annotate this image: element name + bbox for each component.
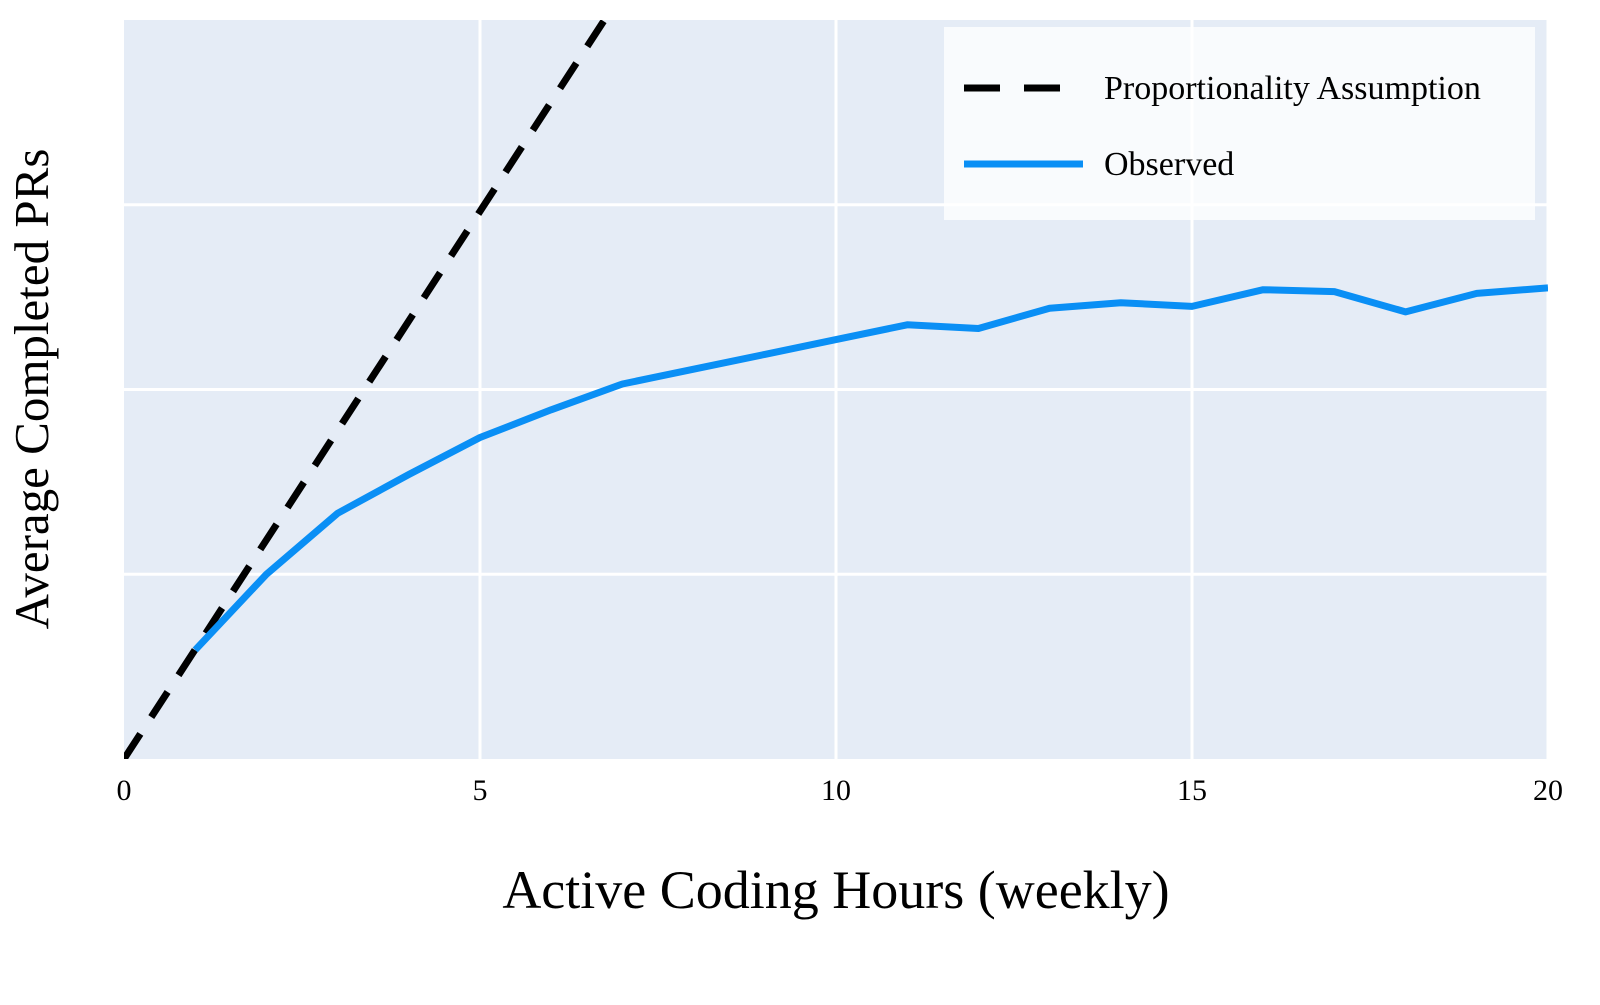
x-tick-label-1: 5 <box>473 774 488 807</box>
legend-label-proportionality: Proportionality Assumption <box>1104 70 1481 107</box>
legend: Proportionality Assumption Observed <box>944 27 1535 220</box>
x-tick-label-0: 0 <box>117 774 132 807</box>
legend-label-observed: Observed <box>1104 146 1234 183</box>
x-tick-label-2: 10 <box>821 774 851 807</box>
series-line-proportionality-assumption <box>124 20 609 759</box>
x-axis-label: Active Coding Hours (weekly) <box>502 860 1169 920</box>
x-tick-labels: 0 5 10 15 20 <box>117 774 1564 807</box>
series-layer <box>124 20 1548 759</box>
legend-box <box>944 27 1535 220</box>
x-tick-label-3: 15 <box>1177 774 1207 807</box>
y-axis-label: Average Completed PRs <box>4 149 59 630</box>
series-line-observed <box>192 284 1548 653</box>
x-tick-label-4: 20 <box>1533 774 1563 807</box>
